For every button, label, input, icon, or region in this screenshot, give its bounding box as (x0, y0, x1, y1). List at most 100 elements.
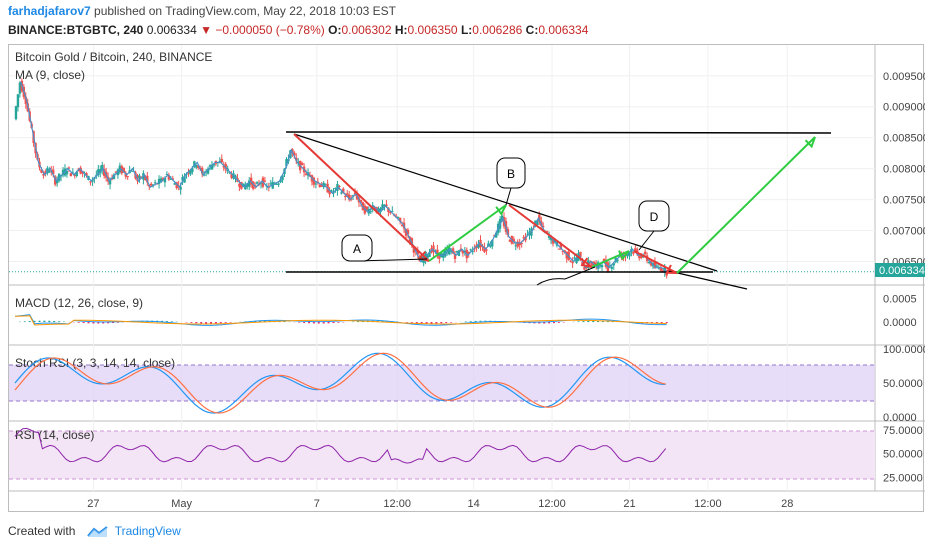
candle-body (632, 251, 635, 254)
candle-body (396, 216, 400, 218)
candle-body (255, 182, 259, 184)
candle-body (445, 249, 449, 251)
candle-body (634, 248, 637, 252)
macd-pane[interactable]: MACD (12, 26, close, 9) (14, 296, 668, 326)
indicator-tick-label: 0.0000 (883, 317, 917, 329)
candle-body (179, 186, 182, 190)
indicator-tick-label: 25.0000 (883, 472, 923, 484)
candle-body (183, 176, 186, 183)
candle-body (242, 183, 245, 187)
candle-body (157, 178, 161, 184)
price-axis[interactable]: 0.009500 0.009000 0.008500 0.008000 0.007500… (883, 71, 929, 485)
low-label: L: (460, 23, 473, 37)
chart-svg[interactable]: Bitcoin Gold / Bitcoin, 240, BINANCE MA … (9, 45, 929, 513)
candle-body (200, 167, 204, 174)
candle-body (487, 243, 490, 247)
publish-header: farhadjafarov7 published on TradingView.… (8, 4, 396, 18)
candle-body (220, 158, 223, 163)
candle-body (653, 262, 657, 269)
candle-body (553, 239, 557, 243)
stoch-title: Stoch RSI (3, 3, 14, 14, close) (15, 356, 175, 370)
price-change: −0.000050 (−0.78%) (215, 23, 325, 37)
candle-body (16, 94, 20, 108)
candle-body (340, 192, 343, 194)
callout-b-pointer (505, 187, 512, 206)
trend-arrow (508, 204, 593, 268)
candle-body (628, 252, 631, 257)
candle-body (545, 231, 549, 233)
author-link[interactable]: farhadjafarov7 (8, 4, 91, 18)
candle-body (647, 261, 651, 263)
candle-body (318, 184, 321, 187)
rsi-line (14, 427, 667, 464)
candle-body (585, 267, 588, 269)
open-label: O: (328, 23, 342, 37)
callout-d-box (638, 200, 670, 232)
candle-body (320, 184, 323, 187)
price-tick-label: 0.007000 (883, 226, 925, 238)
candle-body (346, 193, 349, 196)
candle-body (169, 178, 173, 180)
candle-body (514, 245, 517, 247)
stoch-band (9, 365, 875, 401)
candle-body (108, 179, 112, 185)
candle-body (428, 252, 431, 257)
candle-body (44, 171, 47, 175)
time-tick-label: 21 (623, 498, 635, 510)
candle-body (73, 174, 76, 177)
candle-body (79, 167, 82, 174)
candle-body (230, 173, 233, 178)
stoch-d-line (14, 352, 666, 414)
open-value: 0.006302 (341, 23, 392, 37)
candle-body (248, 180, 251, 187)
candle-body (48, 170, 51, 173)
ma-line (20, 81, 669, 273)
candle-body (277, 183, 280, 185)
arrow-head (665, 264, 678, 274)
candle-body (616, 259, 619, 261)
candle-body (520, 243, 523, 245)
time-tick-label: 27 (87, 498, 99, 510)
candle-body (640, 254, 643, 259)
candle-body (432, 245, 435, 253)
callout-a-pointer (356, 258, 428, 262)
tradingview-logo-icon (86, 526, 108, 537)
candle-body (602, 258, 606, 262)
trend-arrow (591, 250, 630, 268)
candle-body (436, 249, 439, 256)
candle-body (557, 248, 561, 250)
candle-body (71, 172, 75, 174)
candle-body (573, 257, 576, 259)
price-pane[interactable]: Bitcoin Gold / Bitcoin, 240, BINANCE MA … (14, 50, 832, 290)
candle-body (304, 173, 308, 175)
arrow-head (495, 204, 507, 216)
last-price: 0.006334 (146, 23, 197, 37)
close-value: 0.006334 (538, 23, 589, 37)
candle-body (457, 250, 461, 256)
price-tick-label: 0.008000 (883, 164, 925, 176)
wedge-lower-line (668, 270, 748, 290)
candle-body (281, 175, 284, 181)
indicator-tick-label: 100.0000 (883, 344, 925, 356)
candle-body (42, 174, 45, 176)
candle-body (485, 249, 488, 251)
rsi-pane[interactable]: RSI (14, close) (9, 427, 875, 480)
time-axis[interactable]: 27 May 7 12:00 14 12:00 21 12:00 28 (87, 498, 793, 510)
candle-body (114, 171, 118, 173)
stoch-rsi-pane[interactable]: Stoch RSI (3, 3, 14, 14, close) (9, 352, 875, 414)
candle-body (146, 175, 149, 183)
candle-body (353, 192, 357, 195)
candle-body (300, 163, 304, 166)
candle-body (391, 211, 394, 213)
candle-body (338, 185, 341, 187)
candle-body (285, 159, 288, 167)
candle-body (202, 174, 206, 176)
chart-frame[interactable]: Bitcoin Gold / Bitcoin, 240, BINANCE MA … (8, 44, 929, 513)
candle-body (451, 248, 455, 254)
symbol-label: BINANCE:BTGBTC, 240 (8, 23, 144, 37)
candle-body (375, 206, 378, 213)
candle-body (369, 211, 372, 213)
callout-a-box (341, 234, 373, 262)
tradingview-link[interactable]: TradingView (114, 524, 181, 538)
arrow-head (618, 250, 630, 261)
